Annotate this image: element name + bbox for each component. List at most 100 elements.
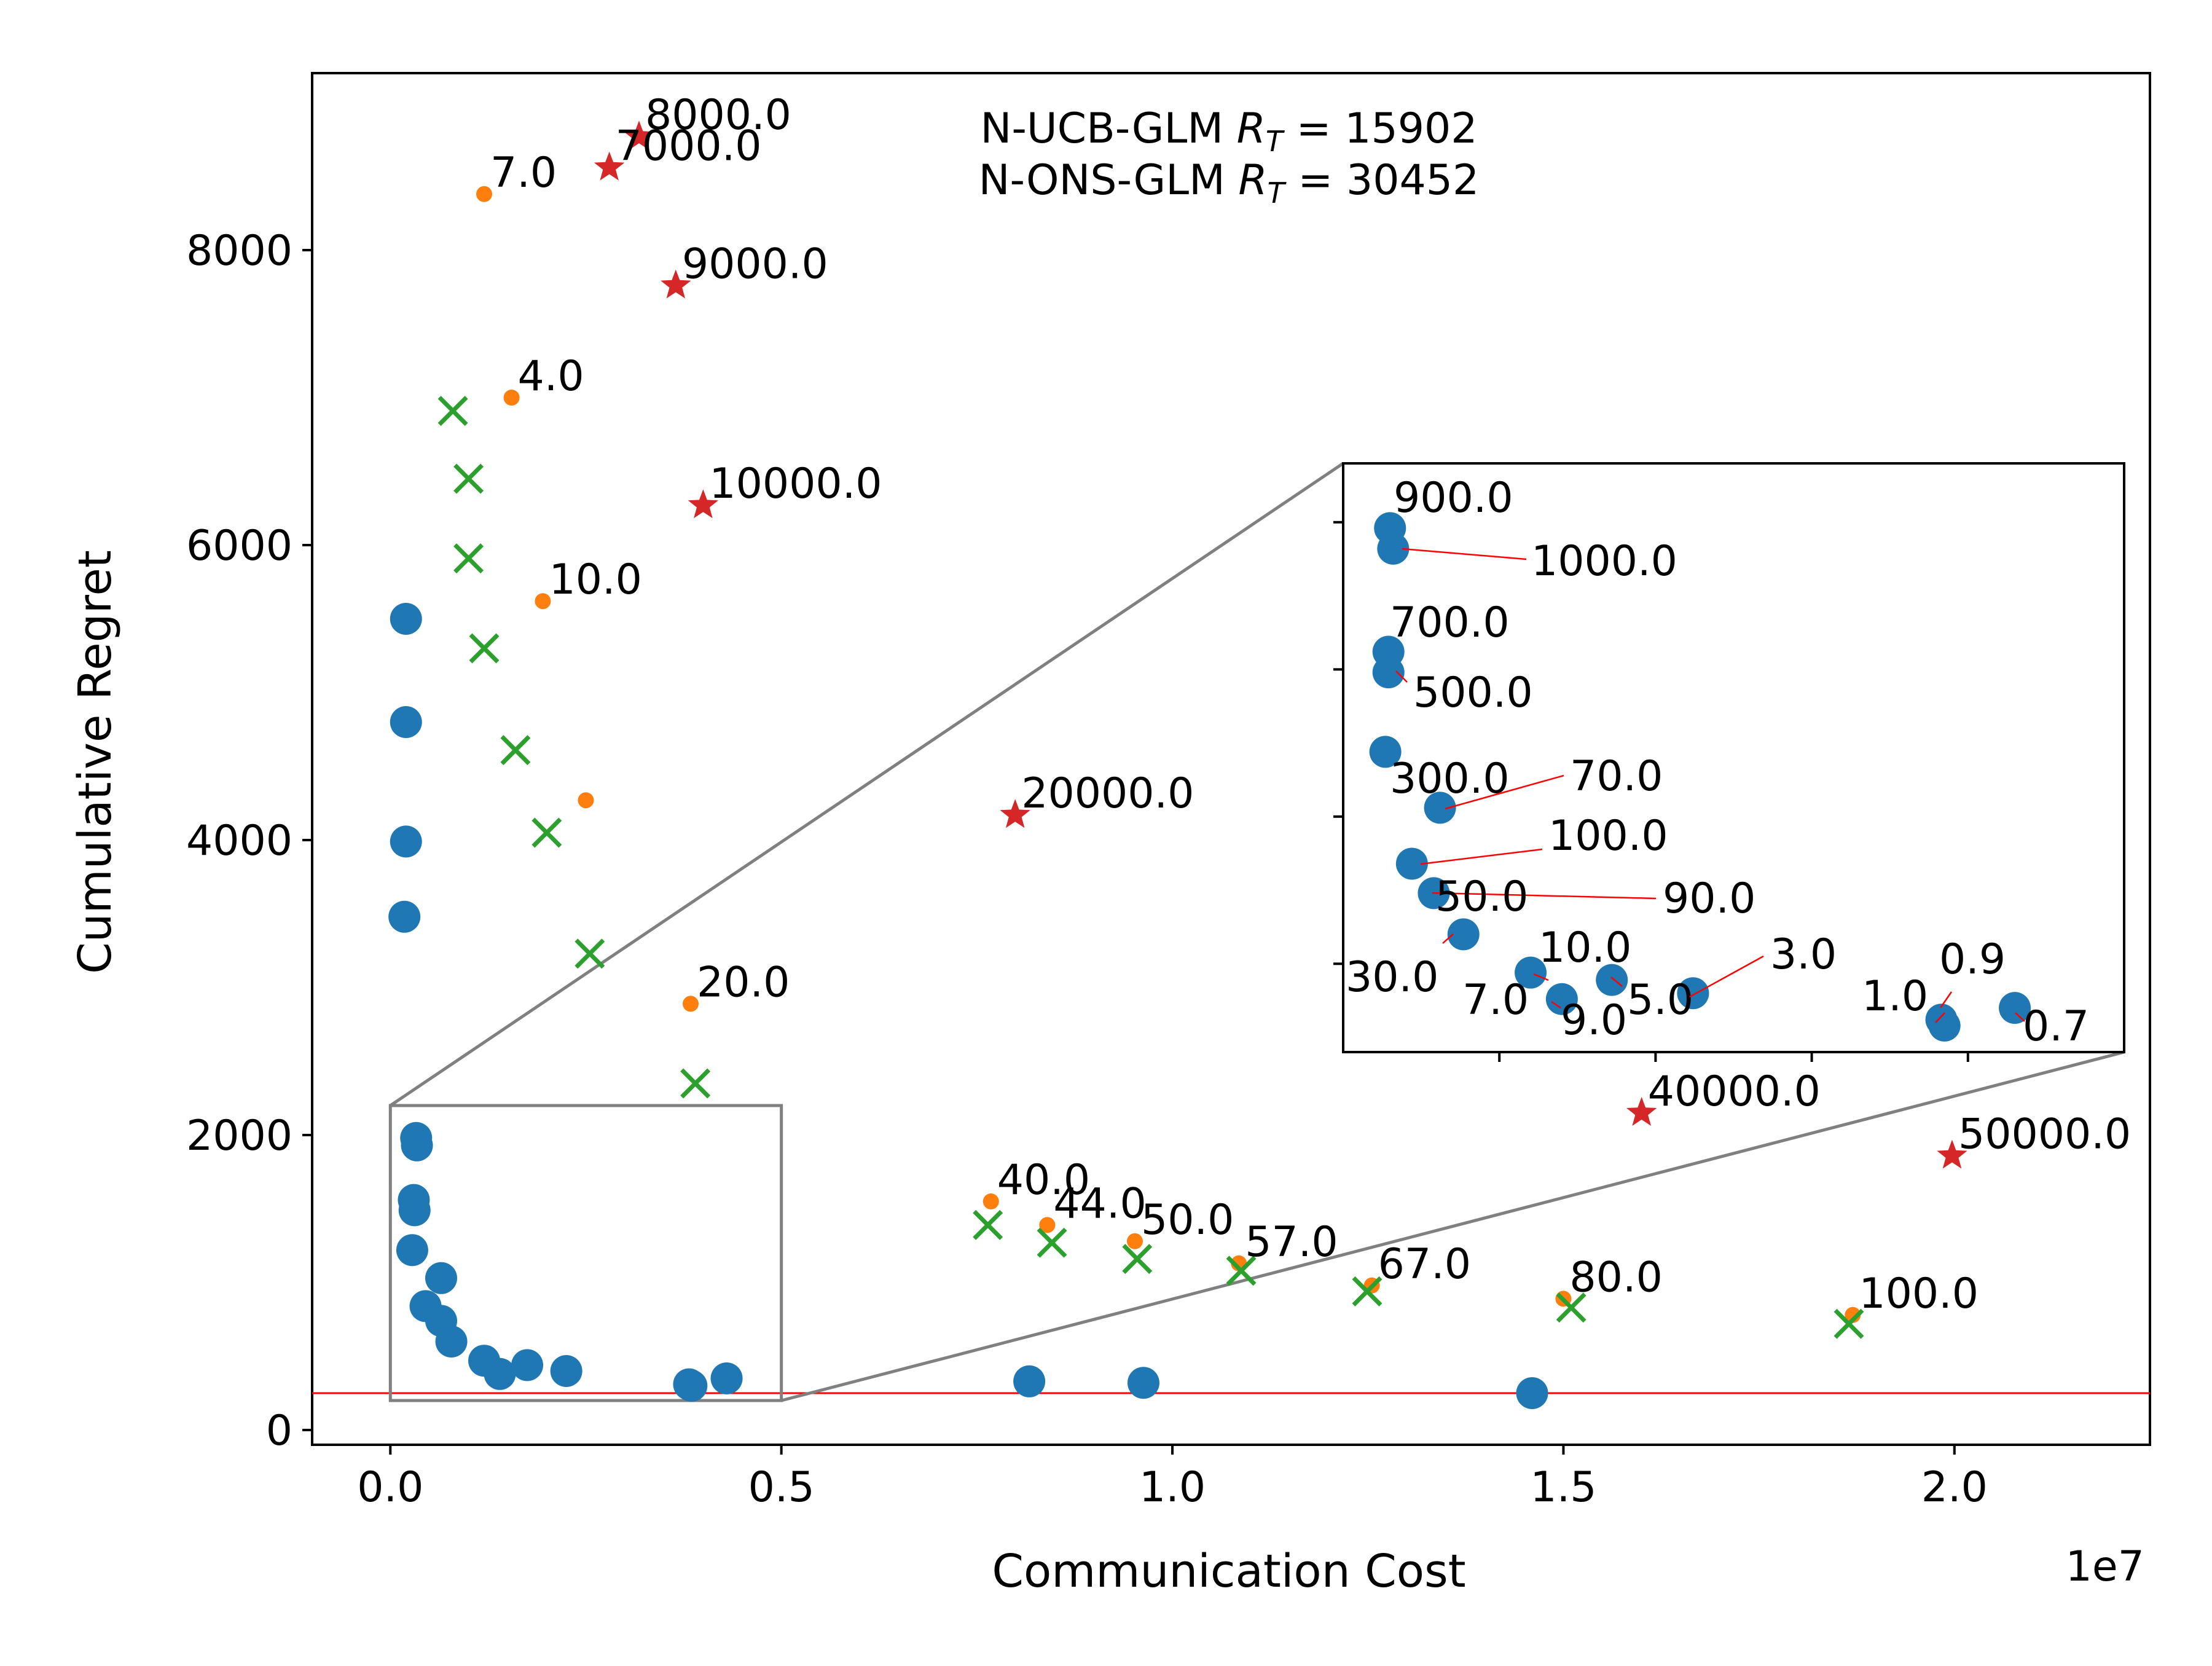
point-label: 10000.0: [709, 460, 882, 508]
point-label: 20000.0: [1021, 769, 1194, 818]
red-star-marker: [594, 151, 625, 181]
point-labels: 7.04.010.020.040.044.050.0 57.0 67.0 80.0 10…: [490, 91, 2131, 1318]
inset-point-label: 7.0: [1462, 976, 1529, 1024]
inset-annotation-line: [1445, 774, 1564, 810]
inset-annotation-line: [1420, 848, 1543, 865]
blue-dot-marker: [1372, 656, 1405, 689]
inset-annotation-line: [1432, 892, 1657, 900]
blue-dot-marker: [1447, 918, 1480, 951]
orange-dot-marker: [1126, 1233, 1143, 1249]
orange-dot-marker: [982, 1193, 999, 1209]
green-x-marker: [1037, 1227, 1067, 1258]
y-tick-label: 6000: [186, 522, 292, 570]
blue-dot-marker: [1127, 1367, 1159, 1399]
inset-point-label: 9.0: [1561, 996, 1627, 1045]
blue-dot-marker: [1928, 1009, 1961, 1042]
blue-dot-marker: [710, 1362, 743, 1394]
x-tick-label: 1.0: [1139, 1463, 1206, 1512]
x-stroke: [437, 396, 468, 426]
point-label: 40000.0: [1648, 1067, 1821, 1116]
red-star-marker: [624, 120, 654, 150]
plot-frame: [311, 72, 2151, 1446]
zoom-connector-bottom: [781, 1050, 2125, 1402]
inset-point-label: 100.0: [1548, 812, 1668, 860]
point-label: 10.0: [549, 556, 641, 604]
inset-annotation-line: [1402, 548, 1527, 560]
inset-frame: [1342, 462, 2125, 1053]
x-stroke: [531, 817, 562, 848]
blue-dot-marker: [1395, 847, 1428, 880]
data-marks: [388, 120, 1967, 1409]
orange-dot-marker: [683, 996, 699, 1012]
blue-dot-marker: [511, 1349, 544, 1381]
blue-dot-marker: [390, 706, 422, 738]
inset-point-label: 90.0: [1663, 874, 1755, 923]
blue-dot-marker: [401, 1129, 433, 1161]
legend-line-ons: N-ONS-GLM RT = 30452: [979, 156, 1480, 210]
green-x-marker: [973, 1209, 1003, 1240]
y-tick-label: 0: [266, 1407, 292, 1455]
blue-dot-marker: [1013, 1365, 1046, 1397]
point-label: 50.0: [1141, 1196, 1234, 1244]
inset-point-label: 500.0: [1413, 669, 1533, 717]
inset-annotation-line: [1610, 976, 1623, 987]
point-label: 57.0: [1245, 1218, 1338, 1267]
blue-dot-marker: [390, 825, 422, 858]
point-label: 7.0: [490, 149, 557, 197]
green-x-marker: [1556, 1292, 1586, 1323]
green-x-marker: [575, 938, 605, 969]
blue-dot-marker: [1545, 983, 1578, 1015]
x-stroke: [453, 463, 484, 494]
point-label: 8000.0: [645, 91, 791, 139]
point-label: 50000.0: [1958, 1110, 2131, 1159]
red-star-marker: [1937, 1139, 1967, 1169]
point-label: 4.0: [518, 352, 584, 401]
inset-point-label: 70.0: [1570, 752, 1663, 801]
x-offset-label: 1e7: [2066, 1542, 2144, 1591]
x-tick-label: 1.5: [1530, 1463, 1596, 1512]
red-star-marker: [688, 489, 719, 519]
red-star-marker: [661, 269, 691, 299]
orange-dot-marker: [476, 186, 493, 202]
green-x-marker: [1122, 1244, 1153, 1275]
point-label: 44.0: [1053, 1179, 1146, 1228]
blue-dot-marker: [484, 1358, 516, 1390]
point-label: 100.0: [1859, 1270, 1979, 1318]
x-tick-label: 2.0: [1921, 1463, 1988, 1512]
blue-dot-marker: [388, 900, 421, 933]
green-x-marker: [453, 543, 484, 574]
blue-dot-marker: [675, 1370, 708, 1402]
x-stroke: [500, 735, 531, 766]
blue-dot-marker: [1677, 977, 1709, 1010]
green-x-marker: [1834, 1308, 1864, 1339]
x-stroke: [1037, 1227, 1067, 1258]
blue-dot-marker: [1516, 1377, 1548, 1409]
zoom-source-box: [388, 1104, 783, 1402]
inset-annotation-line: [1689, 955, 1764, 998]
inset-annotation-line: [1395, 670, 1408, 683]
axis-ticks: 0.0 0.5 1.0 1.5 2.0 0 2000 4000 6000 8000: [186, 227, 1988, 1512]
x-stroke: [973, 1209, 1003, 1240]
inset-annotation-line: [1939, 991, 1953, 1008]
inset-point-label: 30.0: [1346, 953, 1438, 1002]
inset-point-label: 1000.0: [1531, 537, 1677, 586]
blue-dot-marker: [425, 1262, 458, 1294]
point-label: 80.0: [1569, 1253, 1662, 1302]
inset-point-label: 3.0: [1770, 930, 1837, 979]
orange-dot-marker: [503, 390, 520, 406]
orange-dot-marker: [1845, 1306, 1861, 1323]
green-x-marker: [1352, 1276, 1382, 1306]
inset-point-label: 5.0: [1627, 976, 1693, 1024]
inset-annotation-line: [1551, 1000, 1561, 1009]
inset-point-label: 50.0: [1435, 873, 1528, 921]
inset-point-label: 700.0: [1390, 599, 1510, 647]
blue-dot-marker: [1377, 532, 1410, 565]
green-x-marker: [680, 1068, 711, 1099]
green-x-marker: [453, 463, 484, 494]
green-x-marker: [437, 396, 468, 426]
y-axis-title: Cumulative Regret: [69, 550, 122, 974]
green-x-marker: [500, 735, 531, 766]
blue-dot-marker: [390, 603, 422, 635]
point-label: 20.0: [697, 958, 790, 1007]
blue-dot-marker: [398, 1194, 431, 1227]
